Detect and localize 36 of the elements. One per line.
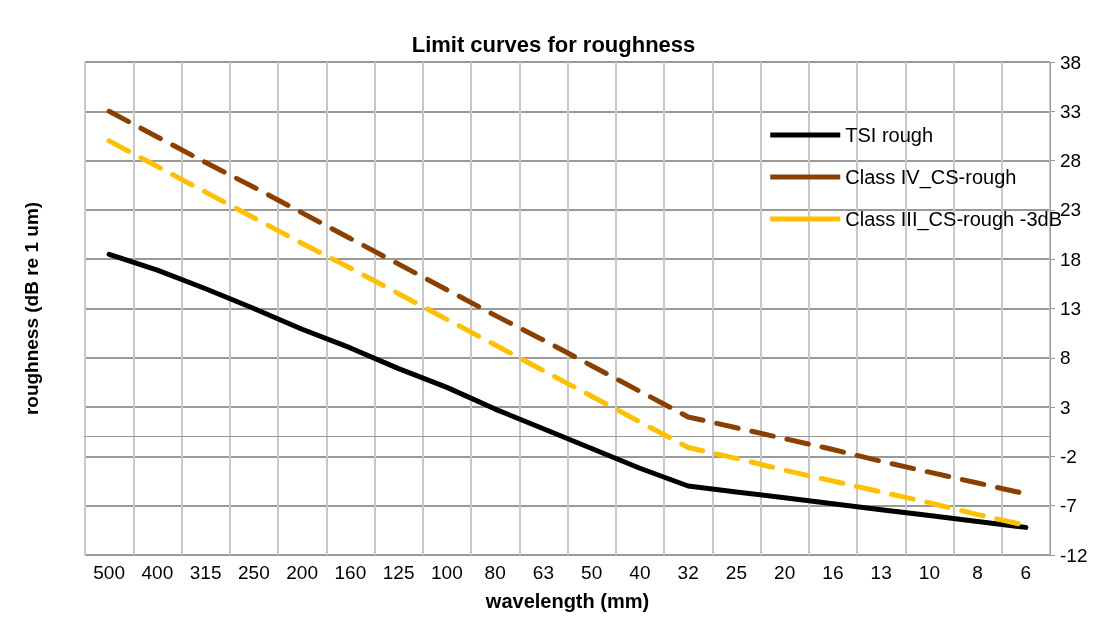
- y-tick-label: -7: [1060, 495, 1077, 517]
- x-tick-label: 32: [677, 562, 699, 583]
- x-tick-label: 125: [382, 562, 415, 583]
- x-tick-label: 50: [581, 562, 603, 583]
- y-tick-label: 18: [1060, 248, 1082, 270]
- x-tick-label: 10: [918, 562, 940, 583]
- y-tick-label: 3: [1060, 396, 1071, 418]
- y-tick-label: 13: [1060, 298, 1082, 319]
- x-tick-label: 8: [972, 562, 983, 583]
- chart-title: Limit curves for roughness: [411, 31, 696, 57]
- y-tick-label: -2: [1060, 445, 1077, 467]
- x-tick-label: 500: [93, 562, 125, 583]
- legend-label: Class IV_CS-rough: [845, 166, 1017, 189]
- x-tick-label: 16: [822, 562, 844, 583]
- x-tick-label: 63: [532, 562, 554, 583]
- x-axis-title: wavelength (mm): [484, 590, 650, 612]
- x-tick-label: 400: [141, 562, 174, 583]
- x-tick-label: 6: [1020, 562, 1032, 583]
- x-tick-label: 80: [484, 562, 506, 583]
- x-tick-label: 315: [189, 562, 222, 583]
- legend-label: TSI rough: [845, 124, 934, 146]
- x-tick-label: 40: [629, 562, 651, 583]
- y-axis-title: roughness (dB re 1 um): [21, 201, 42, 416]
- x-tick-label: 20: [774, 562, 796, 583]
- x-tick-label: 100: [431, 562, 463, 583]
- y-tick-label: -12: [1060, 544, 1088, 566]
- x-tick-label: 200: [286, 562, 318, 583]
- x-tick-label: 25: [725, 562, 747, 583]
- x-tick-label: 13: [870, 562, 892, 583]
- y-tick-label: 8: [1060, 347, 1071, 369]
- x-tick-label: 160: [334, 562, 367, 583]
- y-tick-label: 38: [1060, 51, 1082, 73]
- y-tick-label: 33: [1060, 100, 1082, 122]
- y-tick-label: 28: [1060, 150, 1082, 172]
- y-tick-label: 23: [1060, 199, 1082, 221]
- x-tick-label: 250: [238, 562, 270, 583]
